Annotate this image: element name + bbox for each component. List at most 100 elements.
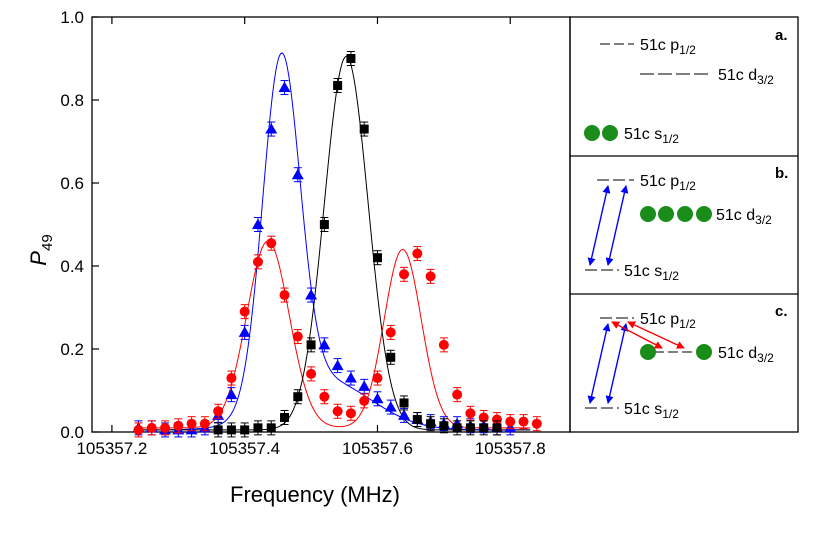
data-point-circle <box>160 422 171 433</box>
panel-tag: b. <box>775 165 788 182</box>
data-point-square <box>386 352 396 362</box>
y-tick-label: 0.2 <box>60 340 84 359</box>
p-level-label: 51c p1/2 <box>640 311 696 331</box>
transition-arrow <box>627 321 685 349</box>
atom <box>696 206 712 222</box>
atom <box>640 206 656 222</box>
data-point-triangle <box>278 81 291 93</box>
data-point-square <box>399 398 409 408</box>
y-tick-label: 0.6 <box>60 174 84 193</box>
data-point-circle <box>465 408 476 419</box>
data-point-square <box>213 425 223 435</box>
data-point-square <box>280 412 290 422</box>
panel-tag: a. <box>775 27 788 44</box>
data-point-circle <box>239 306 250 317</box>
data-point-circle <box>531 418 542 429</box>
data-point-circle <box>345 408 356 419</box>
data-point-circle <box>385 327 396 338</box>
data-point-circle <box>425 271 436 282</box>
data-point-circle <box>491 414 502 425</box>
data-point-circle <box>518 416 529 427</box>
data-point-triangle <box>291 168 304 180</box>
data-point-triangle <box>305 289 318 300</box>
data-point-square <box>293 392 303 402</box>
data-point-circle <box>478 412 489 423</box>
data-point-square <box>412 415 422 425</box>
data-point-square <box>372 253 382 263</box>
fit-curve <box>138 55 531 431</box>
data-point-circle <box>359 395 370 406</box>
atom <box>602 125 618 141</box>
atom <box>658 206 674 222</box>
data-point-triangle <box>331 359 344 371</box>
fit-curves <box>138 52 531 431</box>
y-tick-label: 0.0 <box>60 423 84 442</box>
panel-a: a. 51c p1/2 51c d3/2 51c s1/2 <box>584 27 788 146</box>
data-point-circle <box>292 331 303 342</box>
data-point-square <box>306 340 316 350</box>
d-level-label: 51c d3/2 <box>718 345 774 365</box>
axis-ticks: 105357.2 105357.4 105357.6 105357.8 0.0 0.2 0.… <box>60 8 545 458</box>
data-point-triangle <box>238 326 251 337</box>
panel-tag: c. <box>775 303 788 320</box>
panel-frame <box>569 16 799 433</box>
data-point-circle <box>306 368 317 379</box>
p-level-label: 51c p1/2 <box>640 173 696 193</box>
y-tick-label: 1.0 <box>60 8 84 27</box>
x-axis-label: Frequency (MHz) <box>230 482 400 507</box>
s-level-label: 51c s1/2 <box>624 263 679 283</box>
data-point-triangle <box>251 218 264 229</box>
atom <box>677 206 693 222</box>
x-tick-label: 105357.2 <box>76 439 147 458</box>
panel-c: c. 51c p1/2 51c d3/2 51c s1/2 <box>585 303 788 421</box>
data-point-circle <box>213 406 224 417</box>
data-point-square <box>226 425 236 435</box>
fit-curve <box>138 240 531 429</box>
data-point-triangle <box>358 380 371 391</box>
data-point-square <box>439 421 449 431</box>
data-point-circle <box>186 418 197 429</box>
data-point-triangle <box>318 338 331 350</box>
data-point-triangle <box>398 409 411 420</box>
transition-arrow <box>605 323 629 404</box>
x-tick-label: 105357.4 <box>209 439 280 458</box>
p-level-label: 51c p1/2 <box>640 37 696 57</box>
data-point-square <box>479 423 489 433</box>
data-point-triangle <box>225 388 238 400</box>
data-point-square <box>253 423 263 433</box>
y-axis-label: P49 <box>26 234 56 265</box>
data-point-circle <box>452 389 463 400</box>
d-level-label: 51c d3/2 <box>716 207 772 227</box>
data-point-circle <box>438 339 449 350</box>
s-level-label: 51c s1/2 <box>624 126 679 146</box>
data-point-square <box>333 80 343 90</box>
data-point-square <box>452 423 462 433</box>
data-point-circle <box>133 424 144 435</box>
data-point-circle <box>399 269 410 280</box>
atom <box>584 125 600 141</box>
x-tick-label: 105357.6 <box>342 439 413 458</box>
data-point-triangle <box>265 123 278 134</box>
data-point-square <box>346 54 356 63</box>
data-point-square <box>240 425 250 435</box>
transition-arrow <box>587 323 611 404</box>
atom <box>640 344 656 360</box>
data-point-circle <box>319 391 330 402</box>
x-tick-label: 105357.8 <box>475 439 546 458</box>
d-level-label: 51c d3/2 <box>718 67 774 87</box>
data-point-square <box>426 419 436 429</box>
data-point-square <box>266 423 276 433</box>
data-point-circle <box>252 256 263 267</box>
data-point-circle <box>226 373 237 384</box>
data-point-circle <box>505 416 516 427</box>
level-diagrams: a. 51c p1/2 51c d3/2 51c s1/2 b. 51c p1/… <box>569 16 799 433</box>
y-tick-label: 0.8 <box>60 91 84 110</box>
data-point-square <box>319 220 329 229</box>
transition-arrow <box>587 185 611 266</box>
plot-frame <box>91 16 571 433</box>
main-plot: 105357.2 105357.4 105357.6 105357.8 0.0 0.2 0.… <box>26 8 571 507</box>
data-point-circle <box>199 418 210 429</box>
data-point-square <box>492 423 502 433</box>
data-point-circle <box>173 420 184 431</box>
data-point-circle <box>412 248 423 259</box>
